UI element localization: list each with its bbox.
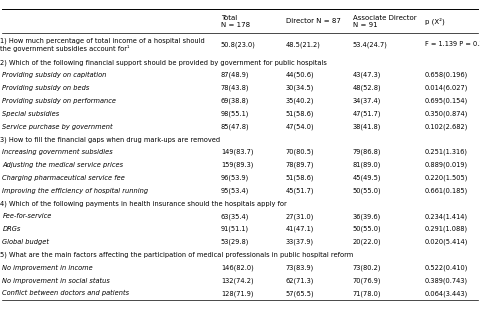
Text: 73(80.2): 73(80.2) bbox=[353, 264, 381, 271]
Text: 0.695(0.154): 0.695(0.154) bbox=[425, 98, 468, 104]
Text: Increasing government subsidies: Increasing government subsidies bbox=[2, 149, 113, 155]
Text: 45(49.5): 45(49.5) bbox=[353, 175, 381, 181]
Text: 41(47.1): 41(47.1) bbox=[286, 226, 314, 233]
Text: 38(41.8): 38(41.8) bbox=[353, 123, 381, 130]
Text: 0.291(1.088): 0.291(1.088) bbox=[425, 226, 468, 233]
Text: 50(55.0): 50(55.0) bbox=[353, 226, 382, 233]
Text: 78(43.8): 78(43.8) bbox=[221, 85, 249, 91]
Text: 73(83.9): 73(83.9) bbox=[286, 264, 314, 271]
Text: 95(53.4): 95(53.4) bbox=[221, 187, 249, 194]
Text: 0.064(3.443): 0.064(3.443) bbox=[425, 290, 468, 297]
Text: 85(47.8): 85(47.8) bbox=[221, 123, 250, 130]
Text: No improvement in income: No improvement in income bbox=[2, 265, 93, 271]
Text: 0.251(1.316): 0.251(1.316) bbox=[425, 149, 468, 156]
Text: 70(76.9): 70(76.9) bbox=[353, 277, 381, 284]
Text: 27(31.0): 27(31.0) bbox=[286, 213, 314, 220]
Text: 0.889(0.019): 0.889(0.019) bbox=[425, 162, 468, 168]
Text: Providing subsidy on capitation: Providing subsidy on capitation bbox=[2, 72, 107, 78]
Text: 132(74.2): 132(74.2) bbox=[221, 277, 253, 284]
Text: Providing subsidy on performance: Providing subsidy on performance bbox=[2, 98, 117, 104]
Text: 48(52.8): 48(52.8) bbox=[353, 85, 382, 91]
Text: Fee-for-service: Fee-for-service bbox=[2, 213, 52, 219]
Text: 149(83.7): 149(83.7) bbox=[221, 149, 253, 156]
Text: Charging pharmaceutical service fee: Charging pharmaceutical service fee bbox=[2, 175, 125, 181]
Text: 36(39.6): 36(39.6) bbox=[353, 213, 381, 220]
Text: 96(53.9): 96(53.9) bbox=[221, 175, 249, 181]
Text: 0.014(6.027): 0.014(6.027) bbox=[425, 85, 468, 91]
Text: Global budget: Global budget bbox=[2, 239, 49, 245]
Text: 51(58.6): 51(58.6) bbox=[286, 175, 314, 181]
Text: 20(22.0): 20(22.0) bbox=[353, 239, 382, 245]
Text: 128(71.9): 128(71.9) bbox=[221, 290, 253, 297]
Text: 63(35.4): 63(35.4) bbox=[221, 213, 249, 220]
Text: Associate Director
N = 91: Associate Director N = 91 bbox=[353, 15, 417, 28]
Text: 33(37.9): 33(37.9) bbox=[286, 239, 314, 245]
Text: 30(34.5): 30(34.5) bbox=[286, 85, 314, 91]
Text: 5) What are the main factors affecting the participation of medical professional: 5) What are the main factors affecting t… bbox=[0, 252, 353, 258]
Text: 43(47.3): 43(47.3) bbox=[353, 72, 381, 79]
Text: DRGs: DRGs bbox=[2, 226, 21, 232]
Text: 79(86.8): 79(86.8) bbox=[353, 149, 381, 156]
Text: 91(51.1): 91(51.1) bbox=[221, 226, 249, 233]
Text: No improvement in social status: No improvement in social status bbox=[2, 278, 110, 284]
Text: F = 1.139 P = 0.289: F = 1.139 P = 0.289 bbox=[425, 41, 480, 47]
Text: Improving the efficiency of hospital running: Improving the efficiency of hospital run… bbox=[2, 188, 148, 194]
Text: 50(55.0): 50(55.0) bbox=[353, 187, 382, 194]
Text: 48.5(21.2): 48.5(21.2) bbox=[286, 41, 321, 48]
Text: 57(65.5): 57(65.5) bbox=[286, 290, 314, 297]
Text: 0.220(1.505): 0.220(1.505) bbox=[425, 175, 468, 181]
Text: 0.389(0.743): 0.389(0.743) bbox=[425, 277, 468, 284]
Text: p (X²): p (X²) bbox=[425, 18, 444, 25]
Text: 53(29.8): 53(29.8) bbox=[221, 239, 249, 245]
Text: 78(89.7): 78(89.7) bbox=[286, 162, 314, 168]
Text: 47(51.7): 47(51.7) bbox=[353, 110, 381, 117]
Text: 47(54.0): 47(54.0) bbox=[286, 123, 314, 130]
Text: 35(40.2): 35(40.2) bbox=[286, 98, 314, 104]
Text: 2) Which of the following financial support should be provided by government for: 2) Which of the following financial supp… bbox=[0, 59, 327, 66]
Text: 69(38.8): 69(38.8) bbox=[221, 98, 249, 104]
Text: 146(82.0): 146(82.0) bbox=[221, 264, 253, 271]
Text: Director N = 87: Director N = 87 bbox=[286, 18, 340, 24]
Text: 0.020(5.414): 0.020(5.414) bbox=[425, 239, 468, 245]
Text: 71(78.0): 71(78.0) bbox=[353, 290, 381, 297]
Text: 45(51.7): 45(51.7) bbox=[286, 187, 314, 194]
Text: 0.522(0.410): 0.522(0.410) bbox=[425, 264, 468, 271]
Text: 87(48.9): 87(48.9) bbox=[221, 72, 249, 79]
Text: Conflict between doctors and patients: Conflict between doctors and patients bbox=[2, 290, 130, 296]
Text: 70(80.5): 70(80.5) bbox=[286, 149, 314, 156]
Text: 0.658(0.196): 0.658(0.196) bbox=[425, 72, 468, 79]
Text: Total
N = 178: Total N = 178 bbox=[221, 15, 250, 28]
Text: 62(71.3): 62(71.3) bbox=[286, 277, 314, 284]
Text: 3) How to fill the financial gaps when drug mark-ups are removed: 3) How to fill the financial gaps when d… bbox=[0, 136, 220, 143]
Text: Providing subsidy on beds: Providing subsidy on beds bbox=[2, 85, 90, 91]
Text: 81(89.0): 81(89.0) bbox=[353, 162, 381, 168]
Text: Service purchase by government: Service purchase by government bbox=[2, 124, 113, 130]
Text: 50.8(23.0): 50.8(23.0) bbox=[221, 41, 256, 48]
Text: 4) Which of the following payments in health insurance should the hospitals appl: 4) Which of the following payments in he… bbox=[0, 200, 287, 207]
Text: Special subsidies: Special subsidies bbox=[2, 111, 60, 117]
Text: 44(50.6): 44(50.6) bbox=[286, 72, 314, 79]
Text: 1) How much percentage of total income of a hospital should
the government subsi: 1) How much percentage of total income o… bbox=[0, 37, 205, 52]
Text: 0.102(2.682): 0.102(2.682) bbox=[425, 123, 468, 130]
Text: 0.350(0.874): 0.350(0.874) bbox=[425, 110, 468, 117]
Text: 34(37.4): 34(37.4) bbox=[353, 98, 381, 104]
Text: 0.234(1.414): 0.234(1.414) bbox=[425, 213, 468, 220]
Text: Adjusting the medical service prices: Adjusting the medical service prices bbox=[2, 162, 123, 168]
Text: 159(89.3): 159(89.3) bbox=[221, 162, 253, 168]
Text: 98(55.1): 98(55.1) bbox=[221, 110, 249, 117]
Text: 51(58.6): 51(58.6) bbox=[286, 110, 314, 117]
Text: 0.661(0.185): 0.661(0.185) bbox=[425, 187, 468, 194]
Text: 53.4(24.7): 53.4(24.7) bbox=[353, 41, 388, 48]
